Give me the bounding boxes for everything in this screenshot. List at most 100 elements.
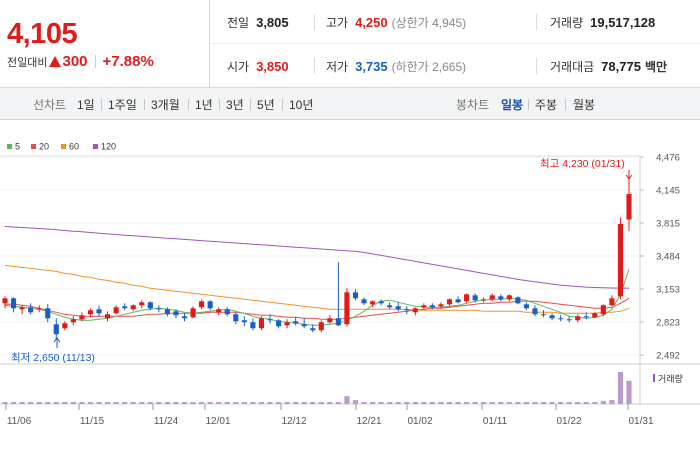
volume-bar <box>301 402 307 404</box>
volume-legend-label: 거래량 <box>658 373 683 384</box>
candle-body <box>540 314 547 316</box>
tab-1week[interactable]: 1주일 <box>108 98 137 112</box>
candle-body <box>378 301 384 304</box>
tab-10year[interactable]: 10년 <box>289 98 314 112</box>
x-tick-label: 12/21 <box>356 416 381 427</box>
quote-row: 전일 3,805 고가 4,250 (상한가 4,945) 거래량 19,517… <box>210 0 700 44</box>
low-cell: 저가 3,735 (하한가 2,665) <box>326 44 466 88</box>
volume-bar <box>139 402 145 404</box>
line-chart-label: 선차트 <box>33 98 67 112</box>
volume-bar <box>361 402 367 404</box>
volume-bar <box>87 402 94 404</box>
ma-legend: 5 20 60 120 <box>7 142 116 152</box>
volume-bar <box>156 402 162 404</box>
x-axis-ticks: 11/06 11/15 11/24 12/01 12/12 12/21 01/02 01/11… <box>5 404 654 427</box>
volume-bar <box>241 402 247 404</box>
volume-bar <box>506 402 512 404</box>
candle-body <box>609 298 615 306</box>
divider <box>536 14 537 30</box>
upper-limit: (상한가 4,945) <box>391 15 467 30</box>
open-cell: 시가 3,850 <box>227 44 289 88</box>
candle-body <box>139 302 145 306</box>
volume-bar <box>19 402 25 404</box>
open-value: 3,850 <box>256 58 289 74</box>
candle-body <box>113 307 119 314</box>
divider <box>144 99 145 110</box>
divider <box>528 99 529 110</box>
tab-3year[interactable]: 3년 <box>226 98 244 112</box>
low-annotation: 최저 2,650 (11/13) <box>11 352 95 364</box>
candle-body <box>523 304 529 309</box>
candle-body <box>404 309 410 311</box>
volume-bar <box>45 402 51 404</box>
candle-body <box>36 308 42 310</box>
current-price: 4,105 <box>7 18 78 50</box>
volume-bar <box>70 402 76 404</box>
candle-body <box>45 308 51 319</box>
legend-swatch-ma20 <box>31 144 36 149</box>
candle-body <box>583 316 589 318</box>
x-tick-label: 11/24 <box>154 416 179 427</box>
volume-bar <box>455 402 461 404</box>
volume-bar <box>79 402 85 404</box>
volume-bar <box>293 402 299 404</box>
tab-1day[interactable]: 1일 <box>77 98 95 112</box>
y-tick-label: 4,476 <box>656 153 680 164</box>
quote-panel: 4,105 전일대비 300 +7.88% 전일 3,805 고가 4,250 … <box>0 0 700 88</box>
volume-bar <box>609 400 615 404</box>
volume-bar <box>224 402 230 404</box>
divider <box>101 99 102 110</box>
volume-value: 19,517,128 <box>590 14 656 30</box>
candle-body <box>395 306 401 310</box>
volume-bar <box>464 402 470 404</box>
candle-body <box>250 322 256 329</box>
candles <box>2 179 632 340</box>
candle-body <box>327 318 333 323</box>
open-label: 시가 <box>227 59 250 74</box>
volume-bar <box>147 402 153 404</box>
candle-body <box>105 314 111 319</box>
amount-unit: 백만 <box>644 59 668 74</box>
candle-body <box>19 307 25 310</box>
candle-body <box>224 309 230 315</box>
candle-body <box>361 299 367 304</box>
tab-5year[interactable]: 5년 <box>257 98 275 112</box>
volume-bar <box>96 402 102 404</box>
tab-3month[interactable]: 3개월 <box>151 98 180 112</box>
volume-bar <box>199 402 205 404</box>
candle-body <box>96 309 102 314</box>
y-tick-label: 3,484 <box>656 252 680 263</box>
volume-bar <box>446 402 453 404</box>
candle-body <box>600 305 606 315</box>
high-value: 4,250 <box>355 14 388 30</box>
legend-swatch-ma60 <box>61 144 66 149</box>
amount-value: 78,775 <box>601 58 641 74</box>
prev-close-label: 전일 <box>227 15 250 30</box>
candle-body <box>498 296 504 300</box>
legend-label-ma5: 5 <box>15 142 20 152</box>
tab-daily[interactable]: 일봉 <box>501 98 524 112</box>
candle-body <box>62 323 68 329</box>
chart-period-tabs: 선차트 1일 1주일 3개월 1년 3년 5년 10년 봉차트 일봉 주봉 월봉 <box>0 88 700 120</box>
volume-bar <box>352 400 359 404</box>
candle-body <box>455 299 461 303</box>
tab-monthly[interactable]: 월봉 <box>573 98 596 112</box>
amount-cell: 거래대금 78,775 백만 <box>550 44 667 88</box>
low-value: 3,735 <box>355 58 388 74</box>
candle-body <box>318 322 324 331</box>
price-chart[interactable]: 5 20 60 120 4,476 4,145 3,815 3,484 3,153 2,8… <box>0 120 700 450</box>
volume-bar <box>130 402 136 404</box>
volume-bars <box>2 372 632 404</box>
divider <box>219 99 220 110</box>
candlestick-chart[interactable]: 5 20 60 120 4,476 4,145 3,815 3,484 3,153 2,8… <box>0 120 700 450</box>
volume-bar <box>369 402 376 404</box>
candle-body <box>344 292 350 325</box>
tab-1year[interactable]: 1년 <box>195 98 213 112</box>
tab-weekly[interactable]: 주봉 <box>535 98 558 112</box>
high-label: 고가 <box>326 15 349 30</box>
y-tick-label: 3,153 <box>656 285 680 296</box>
volume-bar <box>53 402 59 404</box>
volume-bar <box>387 402 393 404</box>
candle-body <box>10 298 17 309</box>
x-tick-label: 12/12 <box>281 416 306 427</box>
